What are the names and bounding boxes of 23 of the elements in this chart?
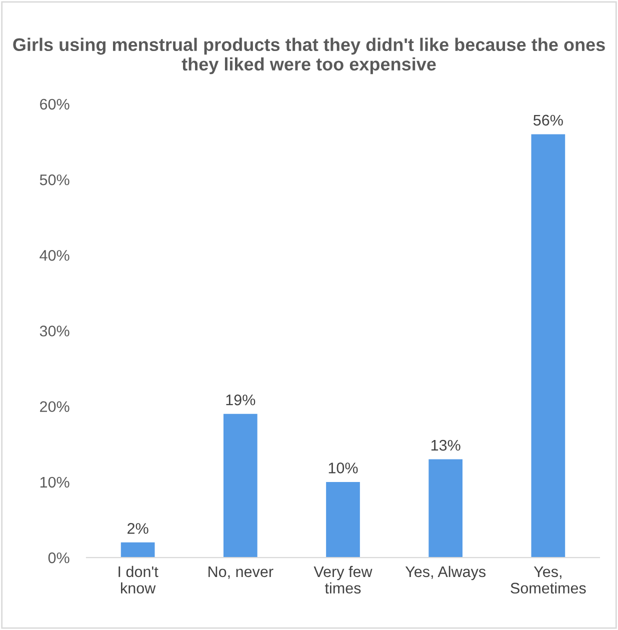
y-tick-label: 60%	[40, 98, 70, 110]
bar	[326, 482, 360, 558]
y-tick-label: 0%	[48, 552, 70, 564]
data-label: 2%	[128, 523, 148, 534]
data-label: 13%	[431, 440, 460, 451]
data-label: 56%	[533, 114, 563, 126]
bar	[120, 542, 155, 558]
data-label: 10%	[328, 462, 358, 474]
bar	[223, 414, 258, 558]
chart-title: Girls using menstrual products that they didn't like because the ones they liked were too expensive	[13, 38, 605, 74]
y-tick-label: 50%	[40, 174, 70, 186]
y-tick-label: 20%	[40, 401, 70, 412]
x-tick-label: I don't know	[118, 566, 158, 594]
x-tick-label: No, never	[208, 566, 274, 579]
bar	[428, 459, 463, 558]
y-tick-label: 40%	[40, 250, 70, 261]
y-tick-label: 10%	[40, 476, 70, 488]
data-label: 19%	[226, 394, 256, 406]
x-tick-label: Yes, Sometimes	[510, 566, 586, 594]
y-tick-label: 30%	[40, 326, 70, 336]
bar	[531, 134, 566, 558]
x-tick-label: Very few times	[314, 566, 372, 594]
x-tick-label: Yes, Always	[405, 566, 486, 580]
